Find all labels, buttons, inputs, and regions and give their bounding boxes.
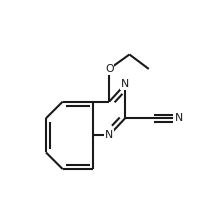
Text: N: N: [105, 130, 113, 140]
Text: N: N: [121, 79, 129, 89]
Text: O: O: [105, 64, 114, 74]
Text: N: N: [174, 113, 183, 123]
